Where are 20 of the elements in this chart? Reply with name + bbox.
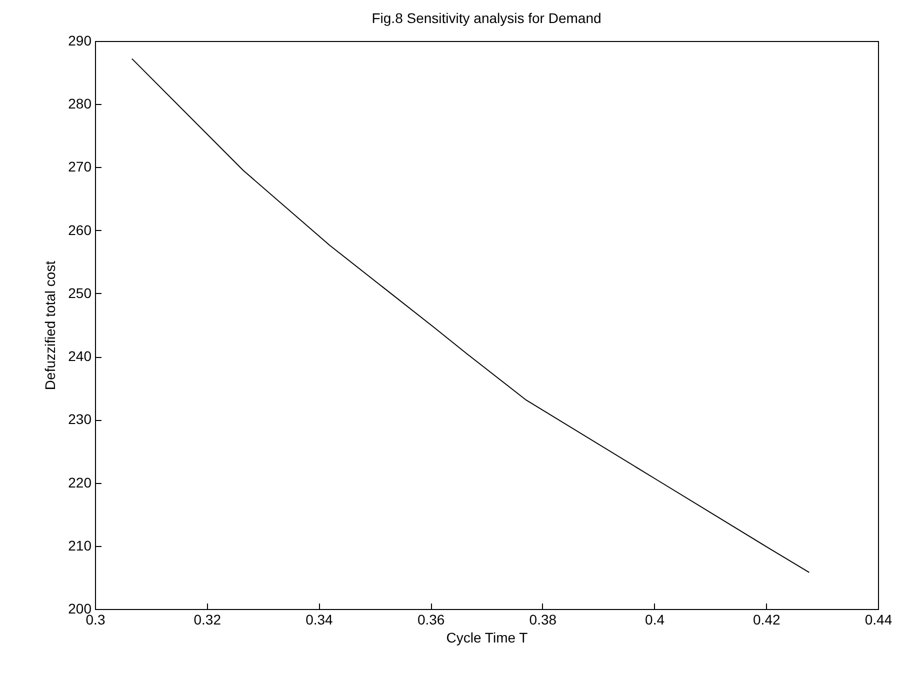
line-series [131,58,810,573]
y-tick-label: 240 [68,348,92,364]
x-tick-label: 0.42 [753,612,780,628]
x-tick-label: 0.34 [306,612,334,628]
x-tick-label: 0.4 [645,612,665,628]
x-axis-title: Cycle Time T [446,630,528,646]
y-axis-title: Defuzzified total cost [42,260,58,390]
y-tick-label: 250 [68,284,92,301]
chart-title: Fig.8 Sensitivity analysis for Demand [372,10,602,26]
y-tick-label: 280 [68,96,92,112]
y-tick-label: 270 [68,158,92,175]
y-tick-label: 220 [68,474,92,490]
x-tick-label: 0.32 [194,612,222,628]
x-tick-label: 0.44 [864,612,892,628]
y-tick-label: 210 [68,537,92,554]
y-tick-label: 260 [68,222,92,238]
y-tick-label: 290 [68,32,92,48]
y-tick-label: 230 [68,411,92,428]
x-tick-label: 0.38 [529,612,557,628]
x-tick-label: 0.36 [417,612,445,628]
